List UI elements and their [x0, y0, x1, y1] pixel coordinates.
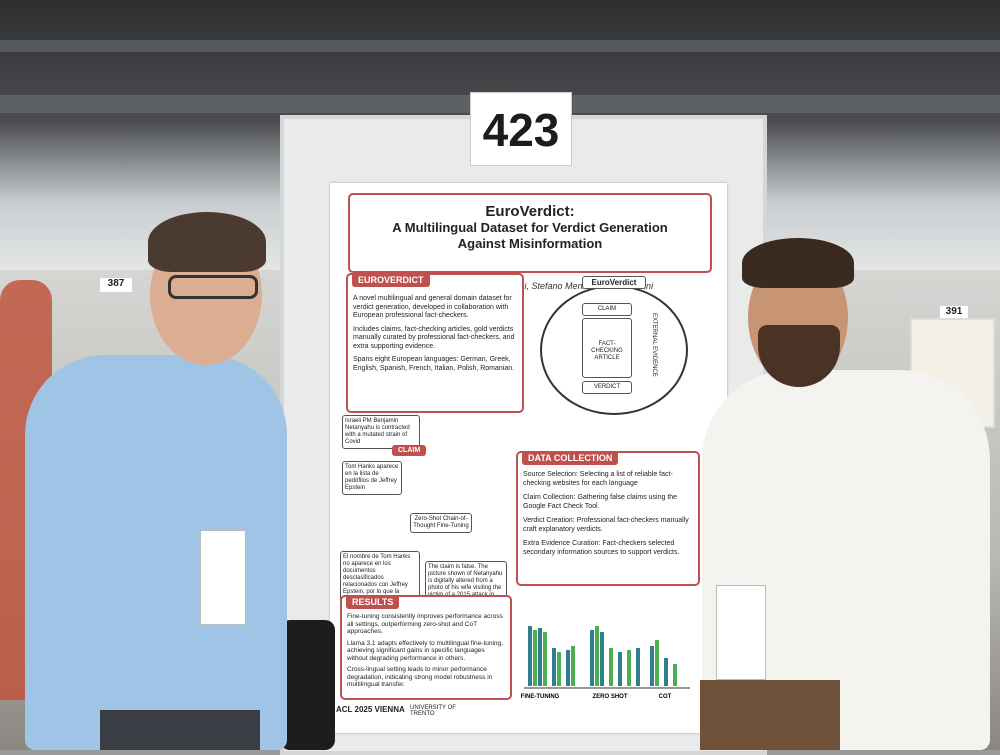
poster-subtitle: A Multilingual Dataset for Verdict Gener…	[392, 220, 668, 251]
glasses	[168, 275, 258, 299]
intro-section: EUROVERDICT A novel multilingual and gen…	[346, 273, 524, 413]
data-section: DATA COLLECTION Source Selection: Select…	[516, 451, 700, 586]
truss	[0, 40, 1000, 52]
title-box: EuroVerdict: A Multilingual Dataset for …	[348, 193, 712, 273]
example-claim: Tom Hanks aparece en la lista de pedófil…	[342, 461, 402, 495]
item: Verdict Creation: Professional fact-chec…	[523, 517, 689, 533]
person-pants	[100, 710, 260, 750]
item: Claim Collection: Gathering false claims…	[523, 494, 678, 510]
tube	[280, 620, 335, 750]
diagram-side: EXTERNAL EVIDENCE	[651, 313, 657, 377]
badge	[200, 530, 246, 625]
paragraph: A novel multilingual and general domain …	[353, 295, 512, 319]
results-chart: FINE-TUNING ZERO SHOT COT	[521, 626, 690, 700]
authors: Daniel Russo, Fariba Sadeghi, Stefano Me…	[406, 281, 654, 291]
example-claim: Israeli PM Benjamin Netanyahu is contrac…	[342, 415, 420, 449]
method-box: Zero-Shot Chain-of-Thought Fine-Tuning	[410, 513, 472, 533]
person-pants	[700, 680, 840, 750]
diagram-verdict: VERDICT	[582, 381, 632, 394]
paragraph: Spans eight European languages: German, …	[353, 356, 515, 372]
person-shirt	[25, 355, 287, 750]
section-heading: RESULTS	[346, 595, 400, 609]
poster: EuroVerdict: A Multilingual Dataset for …	[330, 183, 727, 733]
group-label: COT	[659, 694, 672, 700]
diagram-claim: CLAIM	[582, 303, 632, 316]
conference-logo: ACL 2025 VIENNA	[336, 705, 405, 714]
group-label: ZERO SHOT	[592, 694, 627, 700]
paragraph: Includes claims, fact-checking articles,…	[353, 325, 515, 350]
section-heading: DATA COLLECTION	[522, 451, 619, 465]
board-number: 391	[940, 306, 968, 320]
board-number: 423	[470, 92, 572, 166]
person-hair	[148, 212, 266, 272]
claim-label: CLAIM	[392, 445, 427, 456]
item: Extra Evidence Curation: Fact-checkers s…	[523, 540, 680, 556]
person-hair	[742, 238, 854, 288]
university-logo: UNIVERSITY OF TRENTO	[410, 705, 456, 717]
diagram-article: FACT-CHECKING ARTICLE	[582, 318, 632, 378]
paragraph: Cross-lingual setting leads to minor per…	[347, 666, 493, 688]
badge	[716, 585, 766, 680]
diagram-center: EuroVerdict	[582, 276, 646, 289]
paragraph: Fine-tuning consistently improves perfor…	[347, 613, 503, 635]
results-section: RESULTS Fine-tuning consistently improve…	[340, 595, 512, 700]
chart-bars	[528, 626, 677, 686]
poster-title: EuroVerdict:	[485, 203, 575, 220]
board-number: 387	[100, 278, 132, 292]
group-label: FINE-TUNING	[521, 694, 560, 700]
item: Source Selection: Selecting a list of re…	[523, 471, 673, 487]
paragraph: Llama 3.1 adapts effectively to multilin…	[347, 639, 503, 662]
section-heading: EUROVERDICT	[352, 273, 430, 287]
